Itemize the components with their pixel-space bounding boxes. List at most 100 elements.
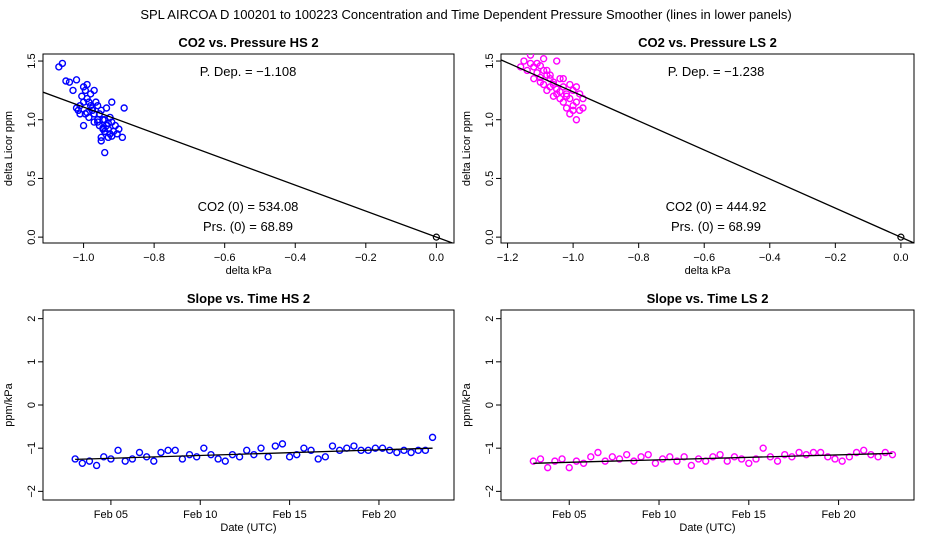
data-point: [92, 98, 100, 106]
pressure-dependence-annotation: P. Dep. = −1.238: [668, 64, 765, 79]
data-point: [579, 459, 588, 467]
y-tick-label: 1.0: [484, 112, 496, 127]
x-tick-label: −0.8: [628, 252, 650, 264]
data-point: [69, 86, 77, 95]
data-point: [562, 92, 571, 100]
data-point: [572, 116, 581, 124]
data-point: [569, 106, 577, 115]
data-point: [185, 450, 194, 459]
data-point: [421, 446, 430, 455]
data-point: [90, 86, 98, 95]
x-axis-label: delta kPa: [226, 265, 273, 277]
y-tick-label: 0: [484, 402, 496, 408]
data-point: [543, 463, 552, 472]
data-point: [101, 148, 109, 157]
data-point: [572, 83, 581, 91]
data-point: [838, 457, 846, 465]
chart-panel-co2-pressure-ls2: CO2 vs. Pressure LS 2 −1.2 −1.0 −0.8 −0.6 −0.…: [461, 35, 915, 277]
data-point: [852, 448, 861, 457]
data-point: [816, 448, 825, 457]
data-point: [300, 444, 308, 452]
data-point: [530, 74, 538, 83]
x-tick-label: −1.0: [73, 252, 95, 264]
chart-panel-slope-time-ls2: Slope vs. Time LS 2 Feb 05 Feb 10 Feb 15 Feb…: [461, 291, 915, 534]
y-axis-label: ppm/kPa: [3, 382, 15, 426]
plot-frame: [42, 53, 455, 244]
data-point: [572, 98, 581, 106]
data-point: [608, 453, 617, 461]
data-point: [371, 444, 380, 452]
data-point: [393, 448, 401, 457]
data-point: [673, 457, 681, 465]
data-point: [562, 104, 571, 112]
data-point: [102, 104, 111, 112]
y-tick-label: 1.0: [26, 112, 38, 127]
data-point: [307, 446, 315, 455]
x-tick-label: −0.6: [214, 252, 236, 264]
data-point: [795, 448, 803, 457]
y-tick-label: 0: [26, 402, 38, 408]
x-tick-label: −0.6: [693, 252, 715, 264]
data-point: [533, 59, 541, 68]
x-tick-label: Feb 10: [183, 509, 217, 521]
data-point: [72, 76, 81, 84]
chart-title: CO2 vs. Pressure LS 2: [638, 35, 777, 50]
y-tick-label: 1.5: [26, 53, 38, 68]
data-point: [556, 74, 564, 83]
data-point: [594, 448, 602, 457]
data-point: [559, 98, 567, 106]
data-point: [55, 63, 63, 71]
data-point: [114, 446, 122, 455]
data-point: [350, 442, 358, 450]
data-point: [615, 455, 624, 463]
data-point: [514, 46, 520, 52]
data-point: [536, 73, 545, 82]
x-tick-label: Feb 05: [94, 509, 128, 521]
y-tick-label: 1.5: [484, 53, 496, 68]
pressure-intercept-annotation: Prs. (0) = 68.89: [203, 219, 293, 234]
data-point: [539, 80, 548, 89]
data-point: [335, 446, 344, 455]
data-point: [65, 78, 74, 86]
data-point: [200, 444, 208, 452]
data-point: [824, 453, 832, 461]
data-point: [407, 448, 415, 457]
data-point: [76, 110, 84, 118]
plot-frame: [500, 53, 915, 244]
x-tick-label: Feb 10: [642, 509, 676, 521]
data-point: [709, 453, 717, 461]
y-tick-label: −2: [484, 485, 496, 498]
y-axis-label: ppm/kPa: [461, 382, 473, 426]
x-axis-label: Date (UTC): [679, 522, 735, 534]
fit-line: [43, 91, 454, 243]
data-point: [157, 448, 165, 457]
data-point: [428, 433, 437, 442]
plot-frame: [42, 309, 455, 501]
data-point: [737, 455, 746, 463]
x-tick-label: −0.2: [355, 252, 377, 264]
data-layer: [71, 433, 437, 470]
data-point: [257, 444, 265, 452]
data-point: [723, 457, 731, 465]
data-point: [135, 448, 144, 457]
data-point: [79, 121, 88, 130]
x-tick-label: Feb 20: [821, 509, 855, 521]
data-point: [831, 455, 839, 463]
y-tick-label: 2: [484, 316, 496, 322]
data-point: [888, 450, 897, 459]
y-tick-label: 1: [484, 359, 496, 365]
data-point: [121, 457, 129, 465]
data-point: [108, 98, 116, 106]
smoother-line: [75, 447, 433, 461]
data-point: [730, 453, 739, 461]
data-point: [874, 453, 882, 461]
data-point: [104, 119, 112, 127]
data-point: [128, 455, 137, 463]
data-point: [565, 463, 573, 472]
data-point: [566, 80, 574, 89]
x-tick-label: −1.0: [562, 252, 584, 264]
co2-intercept-annotation: CO2 (0) = 534.08: [198, 199, 299, 214]
data-point: [321, 453, 330, 461]
data-layer: [43, 59, 454, 243]
